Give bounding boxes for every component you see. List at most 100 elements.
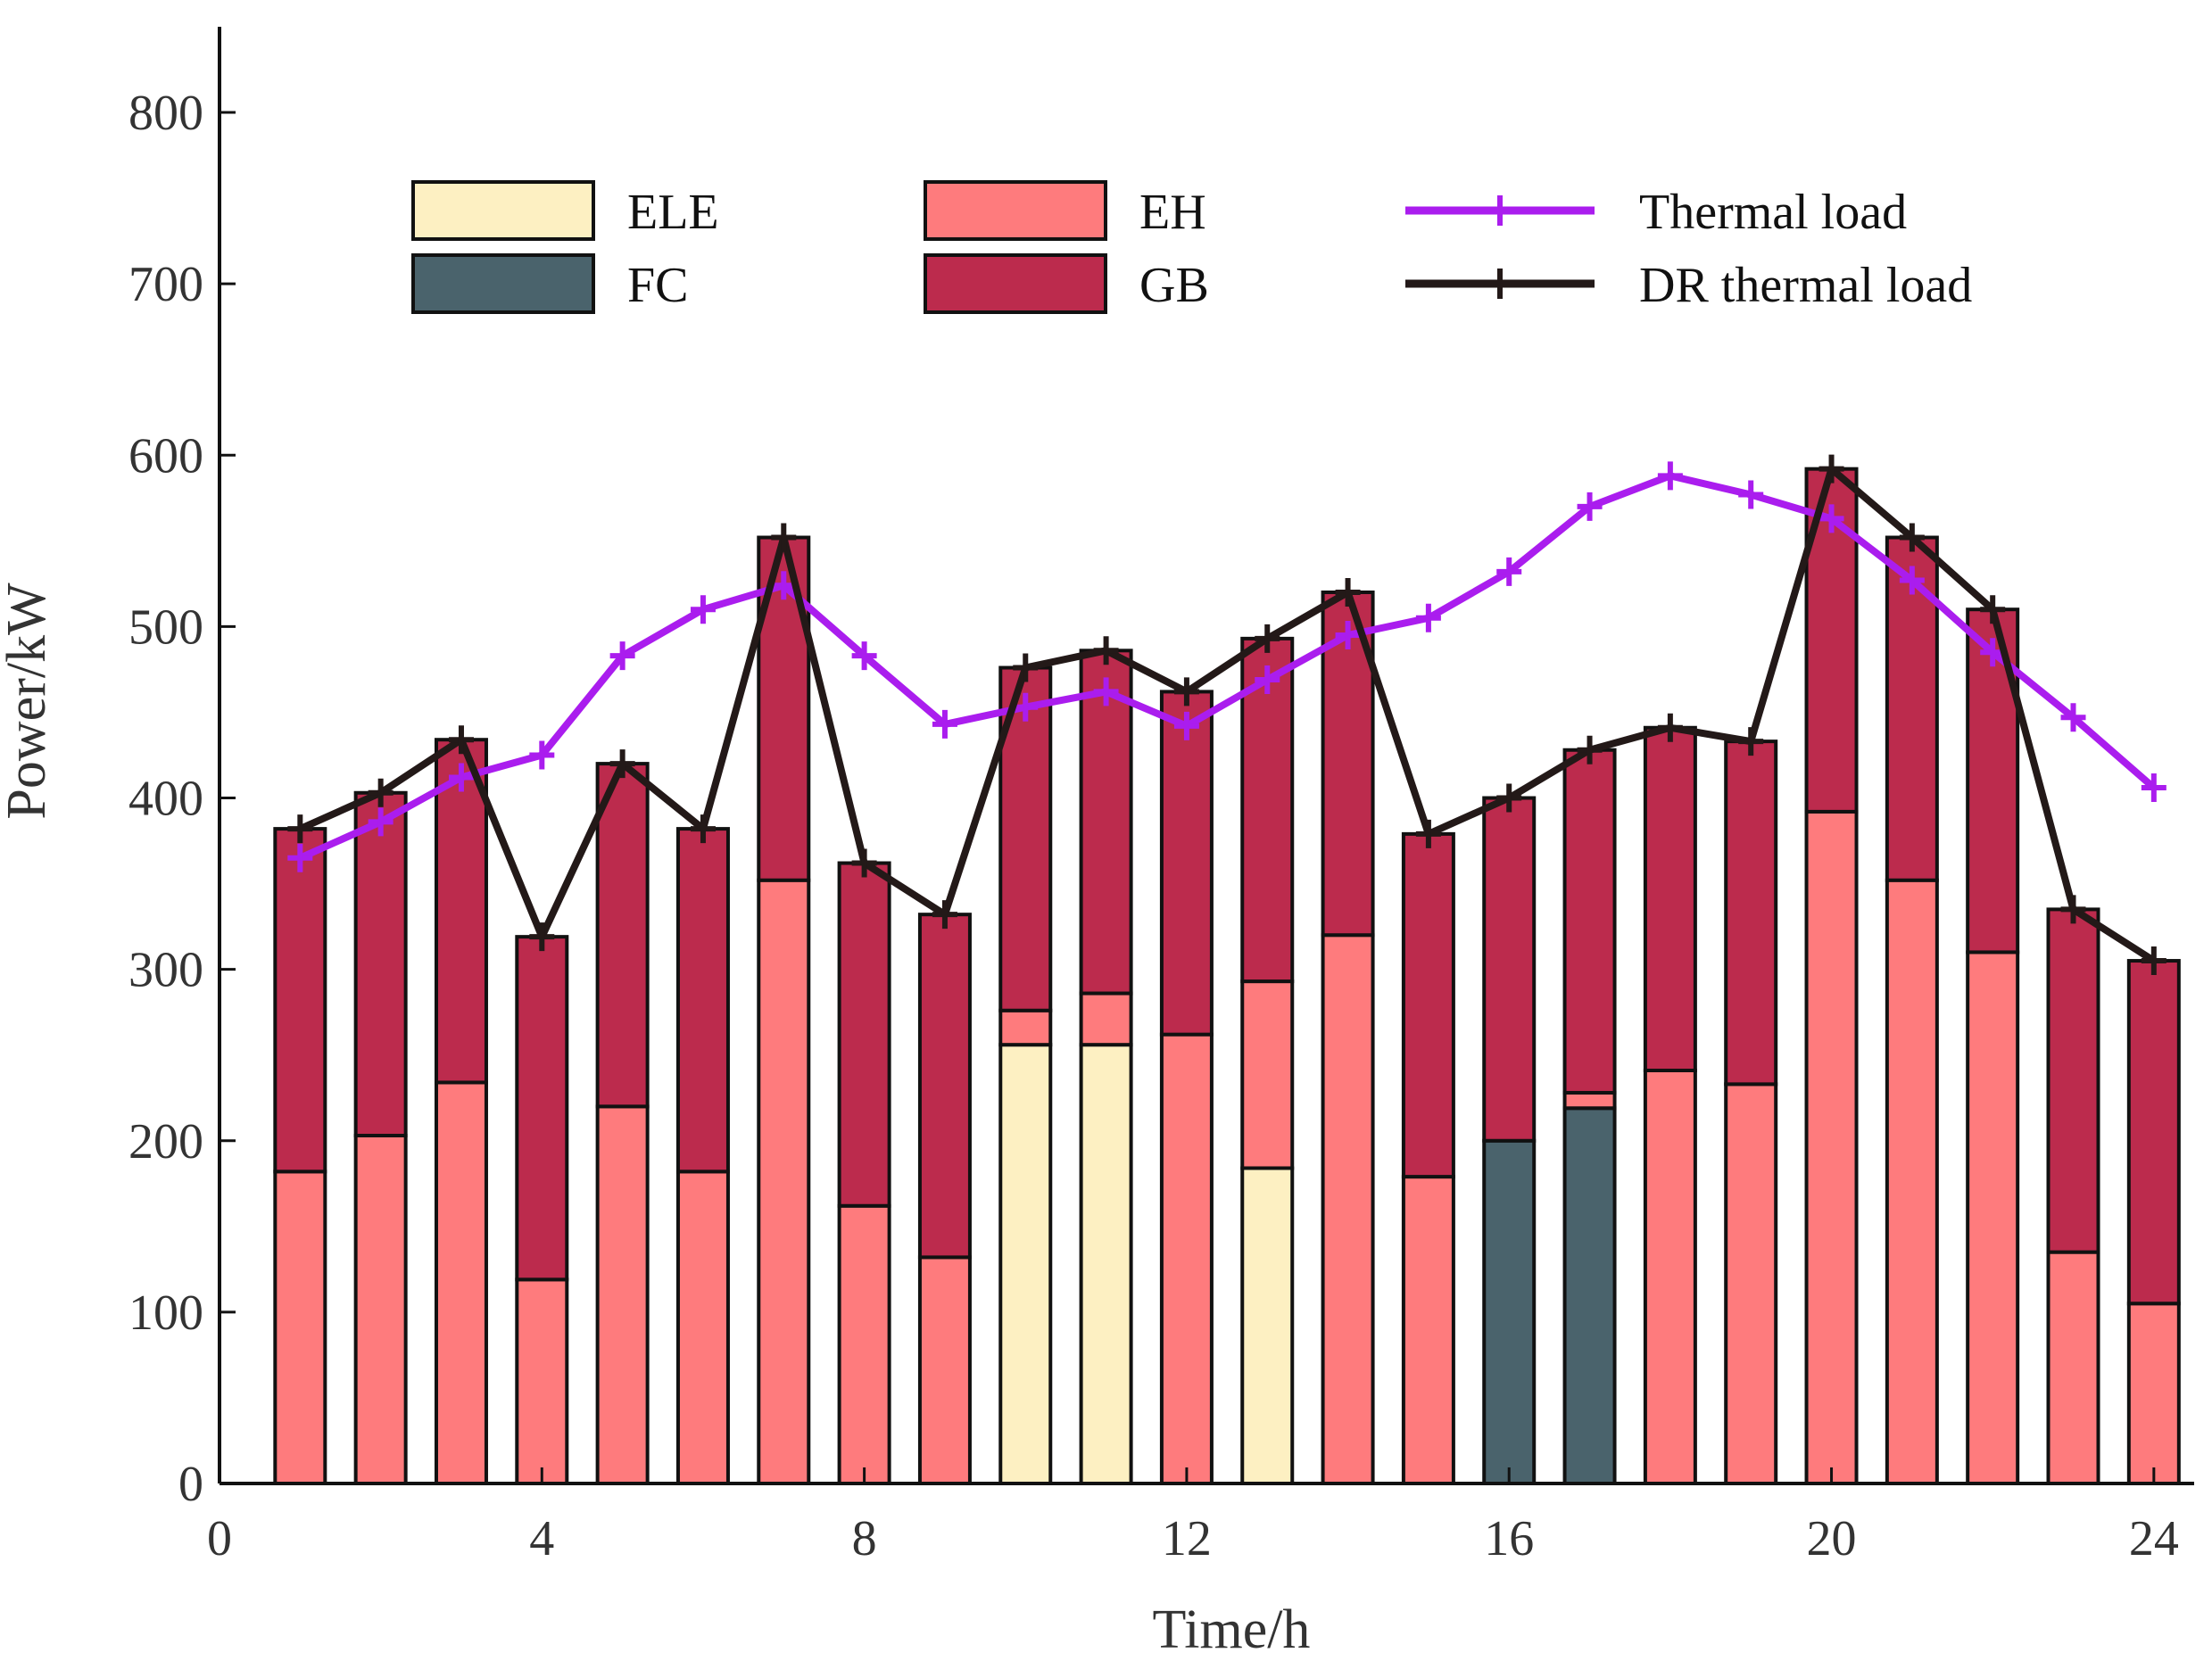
- y-ticks: 0 100 200 300 400 500 600 700 800: [128, 86, 236, 1512]
- bar-layer: [273, 467, 2181, 1486]
- marker-dr-thermal-load: [1577, 735, 1603, 764]
- x-ticks: 0 4 8 12 16 20 24: [207, 1467, 2179, 1566]
- marker-dr-thermal-load: [1013, 653, 1039, 682]
- legend-label: EH: [1139, 185, 1206, 240]
- marker-thermal-load: [1899, 566, 1925, 595]
- marker-thermal-load: [1657, 461, 1683, 491]
- marker-thermal-load: [932, 709, 957, 739]
- y-tick-label: 800: [128, 86, 203, 141]
- marker-dr-thermal-load: [609, 749, 635, 779]
- bar-segment-eh: [1321, 933, 1375, 1485]
- bar-segment-eh: [2126, 1302, 2181, 1486]
- y-tick-label: 400: [128, 772, 203, 827]
- x-tick-label: 0: [207, 1511, 232, 1566]
- bar-segment-gb: [1643, 725, 1697, 1072]
- marker-thermal-load: [1013, 692, 1039, 722]
- bar-segment-gb: [353, 790, 408, 1138]
- bar-segment-gb: [1724, 740, 1778, 1087]
- marker-dr-thermal-load: [2141, 946, 2166, 976]
- bar-segment-gb: [1562, 748, 1617, 1095]
- marker-thermal-load: [2141, 773, 2166, 803]
- marker-thermal-load: [529, 740, 555, 770]
- line-layer: [287, 454, 2166, 976]
- bar-segment-gb: [434, 738, 488, 1085]
- marker-thermal-load: [1093, 677, 1119, 707]
- marker-dr-thermal-load: [287, 814, 313, 844]
- legend-swatch: [924, 180, 1107, 241]
- legend-item: DR thermal load: [1405, 258, 1972, 313]
- marker-dr-thermal-load: [1093, 636, 1119, 665]
- y-tick-label: 600: [128, 428, 203, 483]
- marker-dr-thermal-load: [771, 523, 797, 552]
- legend-item: Thermal load: [1405, 185, 1907, 240]
- legend-swatch: [411, 253, 595, 314]
- y-tick-label: 500: [128, 599, 203, 655]
- marker-thermal-load: [368, 807, 394, 837]
- marker-dr-thermal-load: [1415, 819, 1441, 848]
- marker-thermal-load: [1255, 665, 1280, 694]
- y-tick-label: 300: [128, 943, 203, 998]
- bar-segment-gb: [595, 762, 650, 1109]
- marker-thermal-load: [448, 763, 474, 792]
- bar-segment-eh: [595, 1104, 650, 1485]
- marker-dr-thermal-load: [368, 778, 394, 807]
- bar-segment-gb: [675, 827, 730, 1174]
- x-tick-label: 24: [2129, 1511, 2179, 1566]
- bar-segment-eh: [353, 1134, 408, 1486]
- bar-segment-fc: [1562, 1106, 1617, 1485]
- marker-thermal-load: [609, 641, 635, 671]
- bar-segment-gb: [1401, 831, 1455, 1179]
- marker-thermal-load: [1577, 492, 1603, 521]
- legend-label: FC: [627, 258, 689, 313]
- marker-dr-thermal-load: [851, 848, 877, 878]
- marker-dr-thermal-load: [1899, 523, 1925, 552]
- legend-label: GB: [1139, 258, 1209, 313]
- legend-label: ELE: [627, 185, 719, 240]
- legend-swatch: [411, 180, 595, 241]
- bar-segment-ele: [1079, 1043, 1133, 1485]
- bar-segment-gb: [2046, 907, 2100, 1254]
- marker-dr-thermal-load: [448, 725, 474, 755]
- bar-segment-gb: [1079, 649, 1133, 996]
- marker-dr-thermal-load: [1980, 595, 2006, 624]
- bar-segment-eh: [515, 1277, 569, 1485]
- x-tick-label: 8: [852, 1511, 877, 1566]
- marker-dr-thermal-load: [932, 900, 957, 930]
- marker-dr-thermal-load: [1738, 727, 1764, 756]
- bar-segment-gb: [837, 861, 891, 1208]
- bar-segment-ele: [998, 1043, 1053, 1485]
- marker-thermal-load: [287, 843, 313, 872]
- marker-dr-thermal-load: [1173, 677, 1199, 707]
- x-tick-label: 4: [529, 1511, 554, 1566]
- bar-segment-eh: [1724, 1082, 1778, 1485]
- bar-segment-eh: [917, 1255, 972, 1485]
- legend-item: FC: [411, 253, 689, 314]
- marker-thermal-load: [1173, 711, 1199, 740]
- line-dr-thermal-load: [298, 465, 2156, 964]
- bar-segment-eh: [757, 878, 811, 1485]
- bar-segment-gb: [917, 913, 972, 1260]
- marker-dr-thermal-load: [2060, 895, 2086, 924]
- marker-thermal-load: [1818, 504, 1844, 533]
- bar-segment-eh: [675, 1169, 730, 1485]
- bar-segment-gb: [273, 827, 327, 1174]
- marker-dr-thermal-load: [690, 814, 716, 844]
- y-tick-label: 200: [128, 1114, 203, 1169]
- x-tick-label: 20: [1807, 1511, 1857, 1566]
- legend-swatch: [924, 253, 1107, 314]
- bar-segment-eh: [1401, 1175, 1455, 1485]
- bar-segment-eh: [1240, 979, 1295, 1170]
- legend-label: Thermal load: [1639, 185, 1907, 240]
- axes: 0 100 200 300 400 500 600 700 800 0 4 8 12 16 20 24: [128, 27, 2194, 1566]
- bar-segment-gb: [515, 935, 569, 1282]
- y-axis-title: Power/kW: [0, 583, 57, 820]
- y-tick-label: 0: [178, 1457, 203, 1512]
- bar-segment-gb: [2126, 959, 2181, 1306]
- marker-thermal-load: [1496, 557, 1522, 586]
- legend: ELE EH Thermal load FC GB DR thermal load: [411, 180, 1972, 314]
- marker-dr-thermal-load: [1255, 624, 1280, 653]
- marker-dr-thermal-load: [1496, 783, 1522, 813]
- legend-label: DR thermal load: [1639, 258, 1972, 313]
- marker-dr-thermal-load: [1335, 577, 1361, 607]
